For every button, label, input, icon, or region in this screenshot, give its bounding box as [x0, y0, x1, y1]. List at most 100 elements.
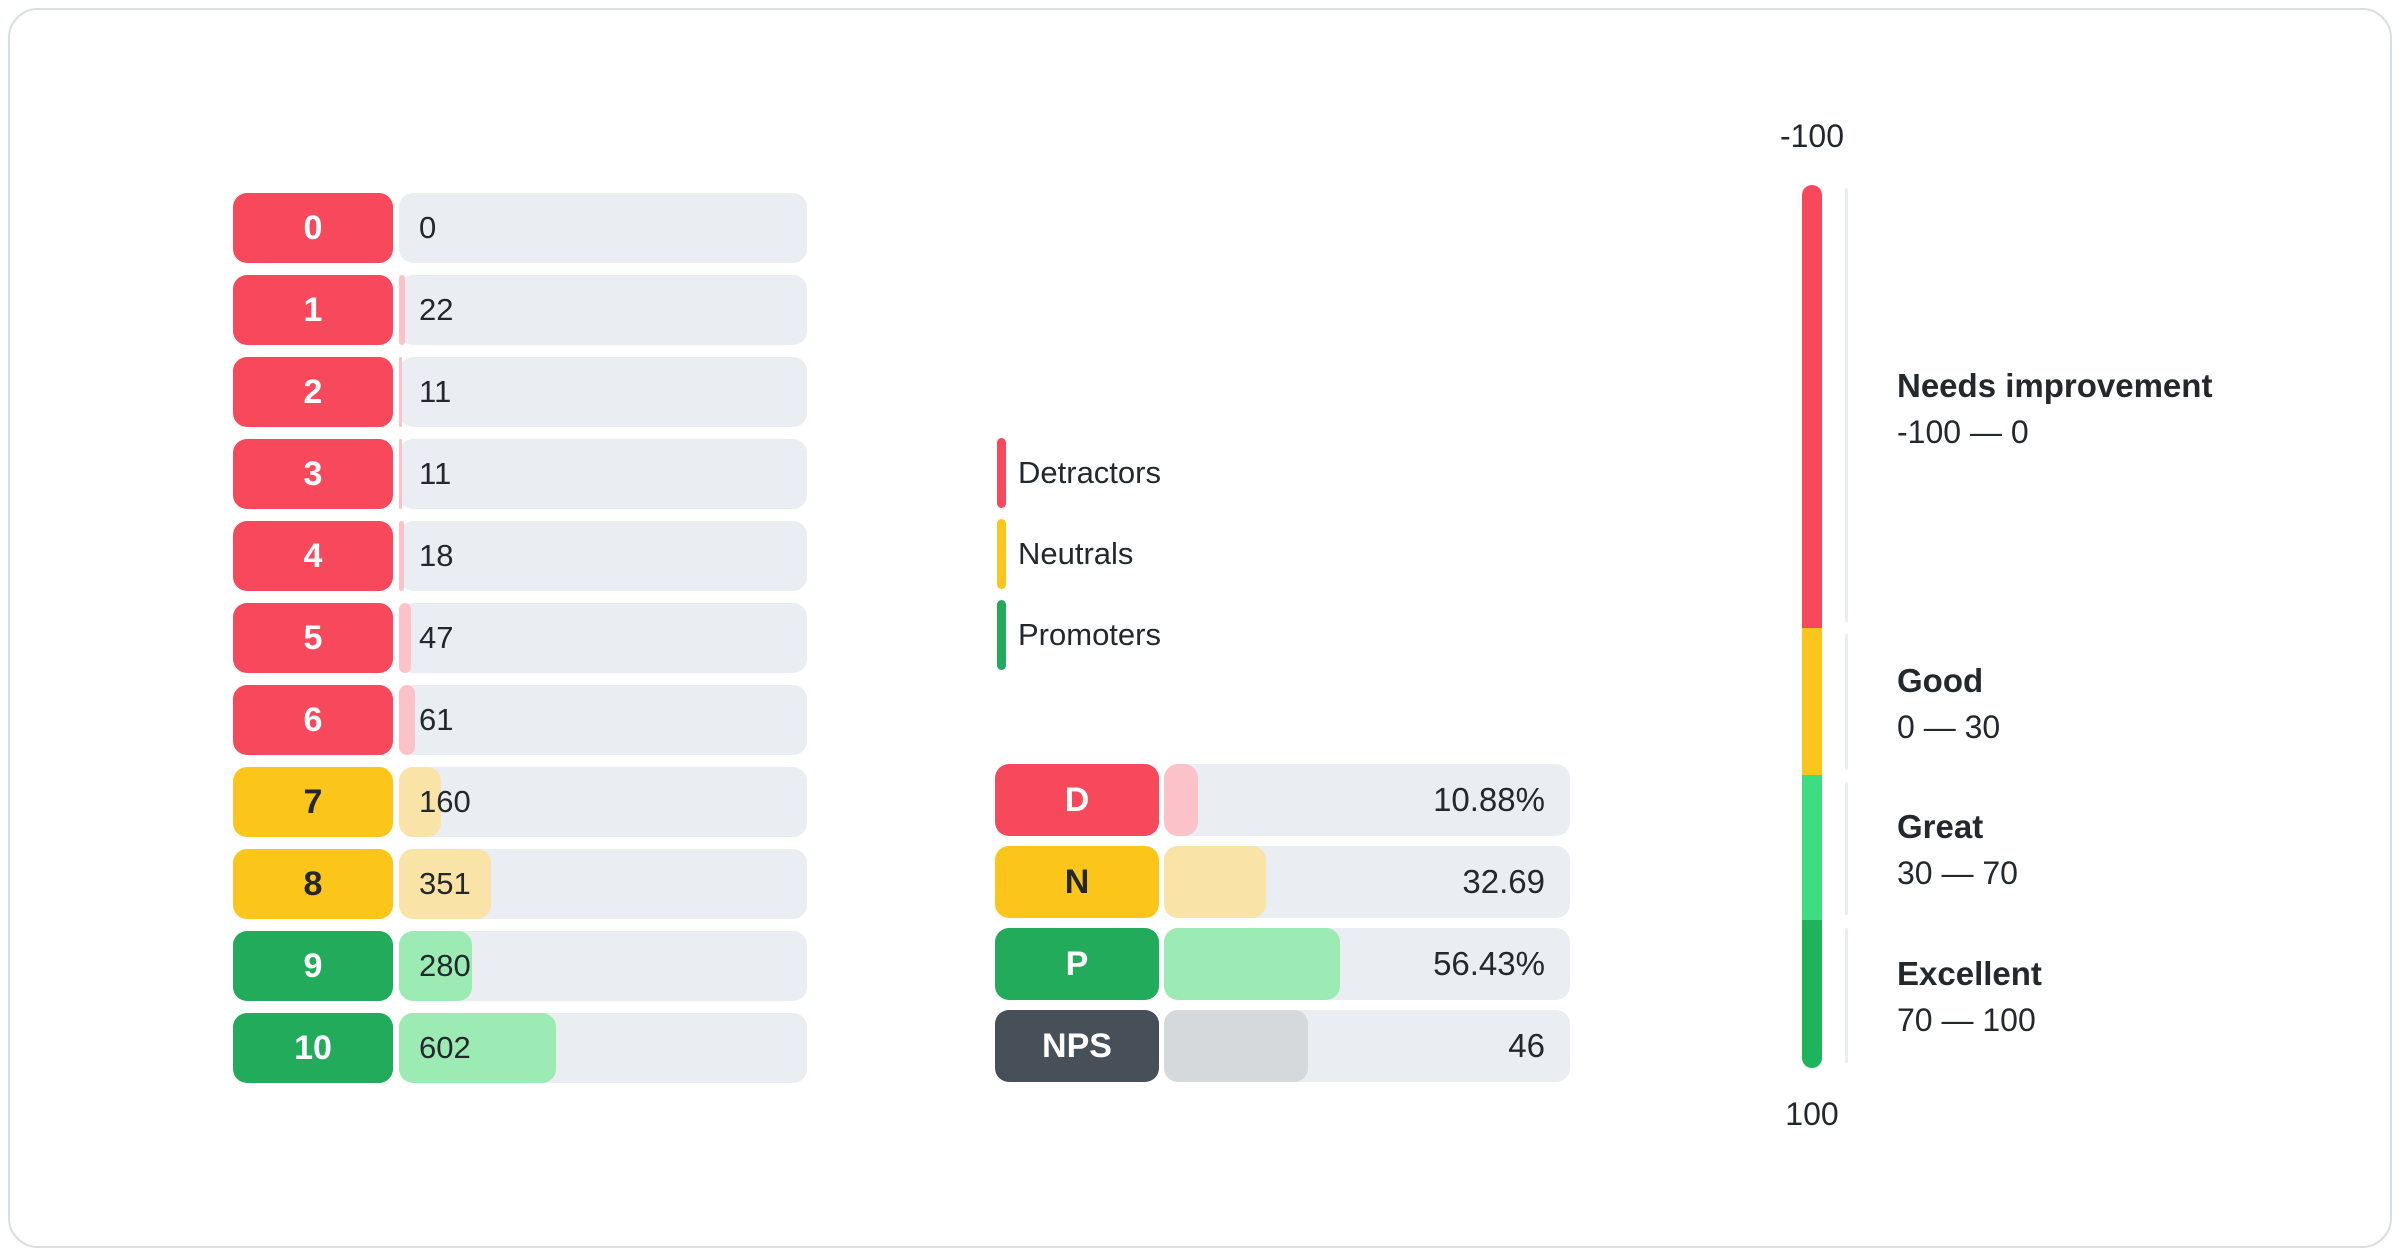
- legend-label: Promoters: [1018, 617, 1161, 652]
- score-count: 47: [419, 620, 454, 655]
- score-row: 10 602: [233, 1013, 807, 1083]
- gauge-zone-title: Good: [1897, 662, 1984, 699]
- gauge-zone-range: -100 — 0: [1897, 414, 2029, 450]
- summary-bar-fill: [1164, 928, 1341, 1000]
- gauge-zone: Good 0 — 30: [1897, 657, 2000, 751]
- score-count: 280: [419, 948, 471, 983]
- score-bar-fill: [399, 685, 415, 755]
- summary-bar-fill: [1164, 764, 1199, 836]
- score-row: 6 61: [233, 685, 807, 755]
- score-row: 8 351: [233, 849, 807, 919]
- summary-bar-track: 10.88%: [1164, 764, 1570, 836]
- gauge-zone-range: 30 — 70: [1897, 855, 2018, 891]
- summary-value: 10.88%: [1433, 781, 1545, 818]
- score-bar-track: 280: [399, 931, 807, 1001]
- gauge-zone: Excellent 70 — 100: [1897, 950, 2042, 1044]
- score-count: 61: [419, 702, 454, 737]
- gauge-zone-title: Excellent: [1897, 955, 2042, 992]
- summary-bar-track: 46: [1164, 1010, 1570, 1082]
- score-row: 7 160: [233, 767, 807, 837]
- score-count: 22: [419, 292, 454, 327]
- gauge-axis-line: [1845, 928, 1848, 1063]
- summary-value: 32.69: [1462, 863, 1545, 900]
- gauge-segment: [1802, 775, 1822, 920]
- gauge-segment: [1802, 628, 1822, 775]
- score-chip: 1: [233, 275, 393, 345]
- legend-label: Neutrals: [1018, 536, 1134, 571]
- gauge-axis-line: [1845, 188, 1848, 622]
- neutral-swatch-icon: [997, 519, 1006, 589]
- summary-bar-fill: [1164, 846, 1267, 918]
- score-row: 3 11: [233, 439, 807, 509]
- summary-value: 46: [1508, 1027, 1545, 1064]
- score-bar-fill: [399, 849, 491, 919]
- gauge-zone-range: 0 — 30: [1897, 709, 2001, 745]
- score-bar-track: 351: [399, 849, 807, 919]
- score-bar-track: 61: [399, 685, 807, 755]
- score-chip: 2: [233, 357, 393, 427]
- gauge-bar: [1802, 185, 1822, 1068]
- gauge-zone: Great 30 — 70: [1897, 803, 2018, 897]
- score-bar-track: 0: [399, 193, 807, 263]
- score-chip: 10: [233, 1013, 393, 1083]
- summary-bar-fill: [1164, 1010, 1308, 1082]
- summary-bar-track: 56.43%: [1164, 928, 1570, 1000]
- gauge-segment: [1802, 185, 1822, 628]
- gauge-zone: Needs improvement -100 — 0: [1897, 362, 2212, 456]
- gauge-axis-line: [1845, 634, 1848, 770]
- score-bar-track: 11: [399, 439, 807, 509]
- score-bar-fill: [399, 931, 473, 1001]
- legend-item: Promoters: [997, 600, 1161, 670]
- score-row: 4 18: [233, 521, 807, 591]
- score-row: 9 280: [233, 931, 807, 1001]
- score-bar-fill: [399, 439, 402, 509]
- legend-item: Neutrals: [997, 519, 1161, 589]
- score-count: 160: [419, 784, 471, 819]
- nps-summary-table: D 10.88% N 32.69 P 56.43% NPS 46: [995, 764, 1570, 1092]
- score-bar-track: 160: [399, 767, 807, 837]
- score-chip: 0: [233, 193, 393, 263]
- score-bar-fill: [399, 1013, 557, 1083]
- score-chip: 8: [233, 849, 393, 919]
- score-bar-fill: [399, 521, 404, 591]
- score-distribution-chart: 0 0 1 22 2 11 3 11 4 18 5 47 6 61 7 160 8 351 9 280 10 602: [233, 193, 807, 1095]
- score-count: 11: [419, 374, 452, 409]
- score-count: 11: [419, 456, 452, 491]
- score-chip: 3: [233, 439, 393, 509]
- score-bar-fill: [399, 357, 402, 427]
- detractor-swatch-icon: [997, 438, 1006, 508]
- gauge-axis-line: [1845, 782, 1848, 915]
- summary-value: 56.43%: [1433, 945, 1545, 982]
- promoter-swatch-icon: [997, 600, 1006, 670]
- summary-row: D 10.88%: [995, 764, 1570, 836]
- score-bar-track: 11: [399, 357, 807, 427]
- summary-row: P 56.43%: [995, 928, 1570, 1000]
- score-bar-track: 602: [399, 1013, 807, 1083]
- score-bar-track: 18: [399, 521, 807, 591]
- score-row: 2 11: [233, 357, 807, 427]
- score-row: 1 22: [233, 275, 807, 345]
- legend-label: Detractors: [1018, 455, 1161, 490]
- summary-row: N 32.69: [995, 846, 1570, 918]
- legend: Detractors Neutrals Promoters: [997, 438, 1161, 681]
- legend-item: Detractors: [997, 438, 1161, 508]
- gauge-zone-title: Needs improvement: [1897, 367, 2213, 404]
- score-bar-fill: [399, 767, 441, 837]
- score-bar-track: 47: [399, 603, 807, 673]
- score-bar-fill: [399, 603, 412, 673]
- score-count: 602: [419, 1030, 471, 1065]
- score-count: 351: [419, 866, 471, 901]
- summary-chip: P: [995, 928, 1159, 1000]
- score-bar-fill: [399, 275, 405, 345]
- summary-chip: NPS: [995, 1010, 1159, 1082]
- gauge-zone-title: Great: [1897, 808, 1984, 845]
- score-chip: 7: [233, 767, 393, 837]
- gauge-zone-range: 70 — 100: [1897, 1002, 2036, 1038]
- summary-chip: N: [995, 846, 1159, 918]
- score-row: 5 47: [233, 603, 807, 673]
- summary-row: NPS 46: [995, 1010, 1570, 1082]
- gauge-segment: [1802, 920, 1822, 1068]
- summary-chip: D: [995, 764, 1159, 836]
- score-chip: 6: [233, 685, 393, 755]
